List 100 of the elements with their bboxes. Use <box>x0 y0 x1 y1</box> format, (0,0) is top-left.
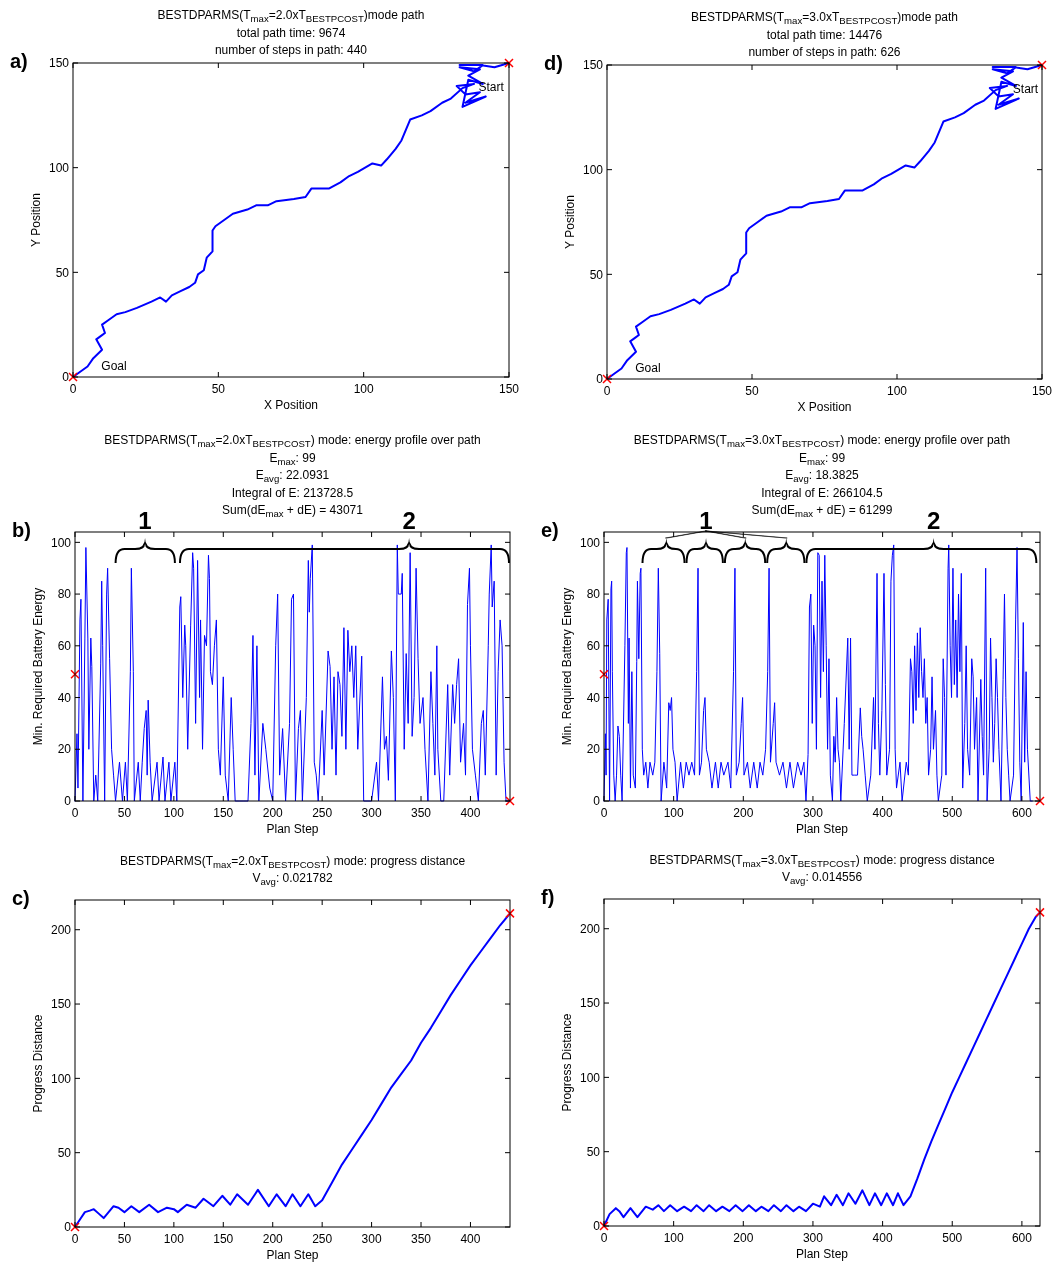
x-tick-label: 400 <box>872 806 893 820</box>
chart-title: BESTDPARMS(T$_{max}$=2.0xT$_{BESTPCOST}$) mode: energy profile over path <box>104 433 481 449</box>
x-tick-label: 600 <box>1011 806 1033 820</box>
y-axis-title: Progress Distance <box>31 1014 45 1113</box>
y-tick-label: 60 <box>57 639 72 654</box>
x-axis-title: Plan Step <box>795 822 849 836</box>
x-axis-title: X Position <box>263 398 319 412</box>
y-tick-label: 0 <box>64 1220 72 1235</box>
y-tick-label: 20 <box>586 742 601 757</box>
x-tick-label: 300 <box>361 806 382 820</box>
x-tick-label: 500 <box>942 806 963 820</box>
y-tick-label: 100 <box>48 160 70 175</box>
line-series <box>72 62 510 378</box>
x-tick-label: 300 <box>361 1232 382 1246</box>
x-axis-title: Plan Step <box>266 1248 319 1262</box>
chart-subtitle: total path time: 9674 number of steps in path: 440 <box>214 25 368 57</box>
x-tick-label: 50 <box>745 384 759 398</box>
y-tick-label: 0 <box>593 1219 601 1234</box>
y-tick-label: 40 <box>57 690 72 705</box>
y-tick-label: 50 <box>589 267 604 282</box>
x-tick-label: 150 <box>213 1232 234 1246</box>
x-tick-label: 100 <box>886 384 908 398</box>
x-tick-label: 200 <box>733 806 754 820</box>
y-axis-title: Progress Distance <box>560 1013 574 1112</box>
x-tick-label: 150 <box>213 806 234 820</box>
y-tick-label: 0 <box>62 370 70 385</box>
y-tick-label: 150 <box>582 58 604 73</box>
y-tick-label: 0 <box>64 794 72 809</box>
chart-title: BESTDPARMS(T$_{max}$=3.0xT$_{BESTPCOST}$) mode: energy profile over path <box>633 433 1011 449</box>
x-tick-label: 400 <box>460 1232 481 1246</box>
x-axis-title: Plan Step <box>266 822 319 836</box>
y-tick-label: 200 <box>579 921 601 936</box>
line-series <box>606 64 1043 380</box>
y-tick-label: 100 <box>582 162 604 177</box>
y-tick-label: 80 <box>586 587 601 602</box>
annotation: Start <box>1012 81 1039 96</box>
y-tick-label: 150 <box>50 997 72 1012</box>
annotation: Goal <box>101 359 127 374</box>
x-tick-label: 100 <box>353 382 374 396</box>
y-tick-label: 150 <box>48 56 70 71</box>
x-tick-label: 400 <box>460 806 481 820</box>
x-tick-label: 350 <box>411 1232 432 1246</box>
x-tick-label: 200 <box>733 1231 754 1245</box>
y-tick-label: 100 <box>50 535 72 550</box>
x-tick-label: 250 <box>312 806 333 820</box>
text: a) <box>10 50 28 72</box>
x-tick-label: 250 <box>312 1232 333 1246</box>
x-tick-label: 200 <box>262 806 284 820</box>
text: d) <box>544 52 563 74</box>
y-tick-label: 150 <box>579 996 601 1011</box>
x-tick-label: 150 <box>498 382 520 396</box>
x-tick-label: 50 <box>117 806 132 820</box>
x-tick-label: 50 <box>117 1232 132 1246</box>
chart-title: BESTDPARMS(T$_{max}$=2.0xT$_{BESTPCOST}$) mode: progress distance <box>119 853 466 869</box>
y-tick-label: 50 <box>55 265 70 280</box>
chart-subtitle: V$_{avg}$: 0.014556 <box>781 870 863 886</box>
x-tick-label: 500 <box>942 1231 963 1245</box>
x-tick-label: 300 <box>802 806 824 820</box>
y-tick-label: 60 <box>586 639 601 654</box>
text: f) <box>541 886 555 908</box>
y-tick-label: 50 <box>586 1144 601 1159</box>
y-tick-label: 100 <box>50 1071 72 1086</box>
chart-subtitle: V$_{avg}$: 0.021782 <box>252 871 333 887</box>
chart-title: BESTDPARMS(T$_{max}$=2.0xT$_{BESTPCOST}$)mode path <box>157 8 425 24</box>
text: E$_{max}$: 99 E$_{avg}$: 22.0931 Integral of E: 213728.5 Sum(dE$_{max}$ + dE) = 43071 <box>222 450 363 519</box>
x-tick-label: 100 <box>163 1232 185 1246</box>
y-axis-title: Min. Required Battery Energy <box>31 587 45 746</box>
y-tick-label: 20 <box>57 742 72 757</box>
x-tick-label: 300 <box>802 1231 824 1245</box>
x-tick-label: 200 <box>262 1232 284 1246</box>
y-tick-label: 0 <box>593 794 601 809</box>
text: E$_{max}$: 99 E$_{avg}$: 18.3825 Integral of E: 266104.5 Sum(dE$_{max}$ + dE) = 61299 <box>751 450 893 519</box>
x-tick-label: 100 <box>163 806 185 820</box>
annotation: 1 <box>699 507 713 534</box>
x-axis-title: X Position <box>797 400 852 414</box>
chart-title: BESTDPARMS(T$_{max}$=3.0xT$_{BESTPCOST}$)mode path <box>690 10 959 26</box>
x-axis-title: Plan Step <box>795 1247 849 1261</box>
y-axis-title: Min. Required Battery Energy <box>560 587 574 746</box>
text: b) <box>12 519 31 541</box>
y-tick-label: 100 <box>579 1070 601 1085</box>
y-tick-label: 80 <box>57 587 72 602</box>
y-tick-label: 40 <box>586 690 601 705</box>
line-series <box>603 544 1033 802</box>
y-axis-title: Y Position <box>29 193 43 247</box>
annotation: Goal <box>635 361 661 376</box>
x-tick-label: 50 <box>211 382 226 396</box>
y-tick-label: 200 <box>50 922 72 937</box>
x-tick-label: 150 <box>1031 384 1053 398</box>
chart-title: BESTDPARMS(T$_{max}$=3.0xT$_{BESTPCOST}$) mode: progress distance <box>649 852 995 868</box>
chart-subtitle: total path time: 14476 number of steps in path: 626 <box>748 27 901 59</box>
x-tick-label: 600 <box>1011 1231 1033 1245</box>
annotation: 2 <box>926 507 941 534</box>
y-axis-title: Y Position <box>563 195 577 249</box>
y-tick-label: 50 <box>57 1145 72 1160</box>
text: c) <box>12 887 30 909</box>
annotation: Start <box>478 79 505 94</box>
x-tick-label: 100 <box>663 1231 684 1245</box>
text: e) <box>541 519 559 541</box>
x-tick-label: 100 <box>663 806 684 820</box>
y-tick-label: 100 <box>579 535 601 550</box>
